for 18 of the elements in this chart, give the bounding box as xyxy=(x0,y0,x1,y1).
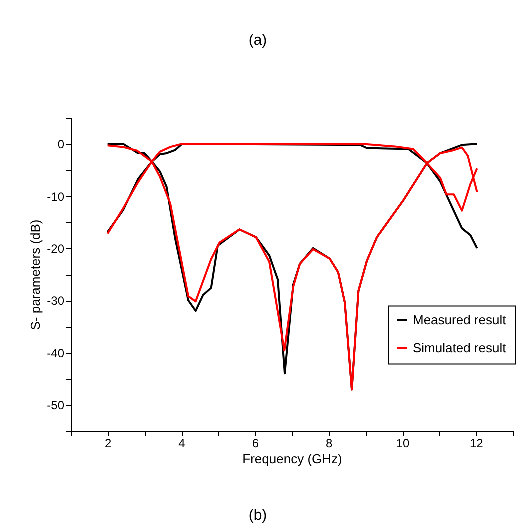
legend-label: Measured result xyxy=(413,312,507,328)
x-tick-label: 6 xyxy=(252,436,260,450)
x-tick-label: 12 xyxy=(470,436,484,450)
y-tick-label: -10 xyxy=(47,190,65,204)
x-axis-title: Frequency (GHz) xyxy=(242,452,342,466)
y-axis-title: S- parameters (dB) xyxy=(28,220,44,330)
y-tick-label: -40 xyxy=(47,346,65,360)
x-tick-label: 2 xyxy=(104,436,112,450)
x-tick-label: 4 xyxy=(178,436,186,450)
y-tick-label: 0 xyxy=(58,138,65,152)
x-tick-label: 8 xyxy=(326,436,333,450)
text: (a) xyxy=(248,32,268,49)
y-tick-label: -20 xyxy=(47,242,65,256)
x-tick-label: 10 xyxy=(396,436,410,450)
y-tick-label: -30 xyxy=(47,294,65,308)
text: (b) xyxy=(248,507,268,524)
y-tick-label: -50 xyxy=(47,398,65,412)
legend-label: Simulated result xyxy=(413,340,507,356)
